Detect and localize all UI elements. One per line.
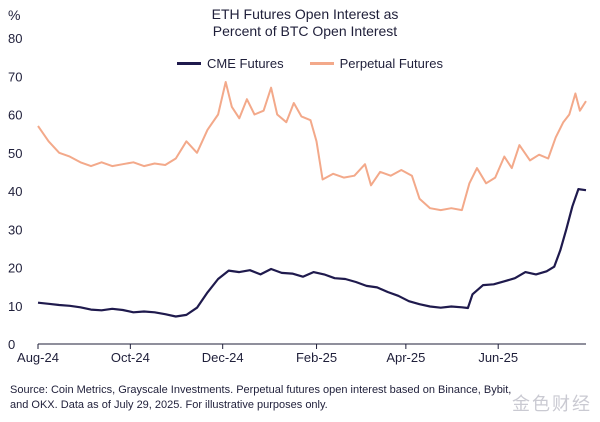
- x-axis: Aug-24 Oct-24 Dec-24 Feb-25 Apr-25 Jun-25: [17, 343, 586, 365]
- y-tick-label: 20: [8, 261, 22, 276]
- y-axis: % 0 10 20 30 40 50 60 70 80: [8, 7, 22, 352]
- footnote-line-1: Source: Coin Metrics, Grayscale Investme…: [10, 384, 512, 396]
- x-tick-label: Aug-24: [17, 350, 59, 365]
- x-tick-label: Oct-24: [111, 350, 150, 365]
- legend-item-cme: CME Futures: [177, 56, 284, 71]
- legend-item-perpetual: Perpetual Futures: [309, 56, 443, 71]
- footnote: Source: Coin Metrics, Grayscale Investme…: [10, 383, 590, 413]
- watermark: 金色财经: [512, 394, 592, 414]
- y-tick-label: 80: [8, 31, 22, 46]
- legend-swatch-cme: [177, 62, 202, 65]
- chart-title-line-1: ETH Futures Open Interest as: [211, 6, 399, 22]
- y-axis-unit-label: %: [8, 7, 20, 23]
- y-tick-label: 40: [8, 184, 22, 199]
- x-tick-label: Jun-25: [478, 350, 518, 365]
- y-tick-label: 30: [8, 222, 22, 237]
- y-tick-label: 10: [8, 299, 22, 314]
- series-layer: [37, 81, 587, 318]
- x-tick-label: Dec-24: [202, 350, 244, 365]
- legend-label-perpetual: Perpetual Futures: [339, 56, 443, 71]
- legend: CME Futures Perpetual Futures: [160, 56, 460, 71]
- x-tick-label: Apr-25: [386, 350, 425, 365]
- chart-title-line-2: Percent of BTC Open Interest: [212, 23, 398, 39]
- series-line-perpetual-futures: [37, 81, 587, 212]
- y-tick-label: 60: [8, 108, 22, 123]
- footnote-line-2: and OKX. Data as of July 29, 2025. For i…: [10, 399, 328, 411]
- legend-label-cme: CME Futures: [207, 56, 284, 71]
- y-tick-label: 50: [8, 146, 22, 161]
- chart-title: ETH Futures Open Interest as Percent of …: [150, 6, 460, 40]
- legend-swatch-perpetual: [309, 62, 334, 65]
- series-line-cme-futures: [37, 188, 587, 318]
- y-tick-label: 70: [8, 69, 22, 84]
- y-tick-label: 0: [8, 337, 15, 352]
- x-tick-label: Feb-25: [296, 350, 337, 365]
